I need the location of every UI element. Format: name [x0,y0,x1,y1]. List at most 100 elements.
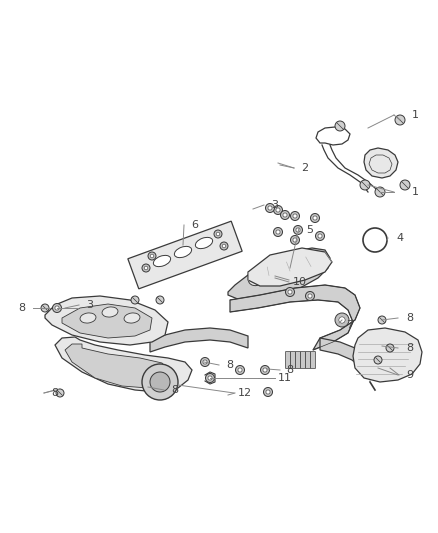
Circle shape [131,296,139,304]
Text: 8: 8 [51,388,59,398]
Text: 8: 8 [406,313,413,323]
Circle shape [375,187,385,197]
Polygon shape [230,285,360,350]
Text: 11: 11 [278,373,292,383]
Ellipse shape [174,246,192,257]
Text: 12: 12 [238,388,252,398]
Circle shape [308,294,312,298]
Circle shape [273,228,283,237]
Circle shape [293,238,297,242]
Circle shape [400,180,410,190]
Ellipse shape [102,307,118,317]
Ellipse shape [153,255,171,266]
Circle shape [386,344,394,352]
Circle shape [268,206,272,210]
Circle shape [280,211,290,220]
Text: 10: 10 [293,277,307,287]
Circle shape [339,317,345,323]
Text: 8: 8 [406,343,413,353]
Circle shape [142,264,150,272]
Polygon shape [62,304,152,338]
Circle shape [276,208,280,212]
FancyBboxPatch shape [305,351,311,368]
Circle shape [56,389,64,397]
Polygon shape [353,328,422,382]
Circle shape [305,292,314,301]
Text: 4: 4 [396,233,403,243]
Circle shape [148,252,156,260]
Circle shape [395,115,405,125]
Text: 1: 1 [411,187,418,197]
Circle shape [156,296,164,304]
Circle shape [214,230,222,238]
Ellipse shape [248,270,268,286]
Circle shape [290,212,300,221]
Ellipse shape [271,261,290,276]
Text: 8: 8 [286,365,293,375]
Circle shape [311,214,319,222]
FancyBboxPatch shape [290,351,296,368]
Polygon shape [65,344,170,388]
Circle shape [318,234,322,238]
Text: 7: 7 [346,320,353,330]
Polygon shape [128,221,242,289]
Circle shape [263,368,267,372]
Ellipse shape [293,251,311,265]
Text: 1: 1 [411,110,418,120]
Circle shape [150,372,170,392]
Circle shape [208,376,212,380]
Polygon shape [248,248,332,286]
Text: 5: 5 [307,225,314,235]
Text: 9: 9 [406,370,413,380]
Circle shape [41,304,49,312]
Text: 3: 3 [272,200,279,210]
Circle shape [150,254,154,258]
Circle shape [315,231,325,240]
Circle shape [283,213,287,217]
Circle shape [296,228,300,232]
Circle shape [205,374,215,383]
Text: 6: 6 [191,220,198,230]
Circle shape [261,366,269,375]
Circle shape [374,356,382,364]
Circle shape [236,366,244,375]
Text: 8: 8 [18,303,25,313]
Circle shape [222,244,226,248]
Ellipse shape [195,237,212,248]
Polygon shape [228,248,330,300]
FancyBboxPatch shape [286,351,290,368]
Circle shape [142,364,178,400]
Circle shape [335,121,345,131]
FancyBboxPatch shape [311,351,315,368]
Circle shape [335,313,349,327]
Text: 8: 8 [226,360,233,370]
Circle shape [201,358,209,367]
Circle shape [216,232,220,236]
Polygon shape [320,338,375,380]
Circle shape [288,290,292,294]
Text: 2: 2 [301,163,308,173]
Polygon shape [150,328,248,352]
Polygon shape [55,337,192,392]
Text: 8: 8 [171,385,179,395]
Circle shape [53,303,61,312]
Circle shape [313,216,317,220]
Circle shape [273,206,283,214]
Ellipse shape [80,313,96,323]
Ellipse shape [124,313,140,323]
Circle shape [264,387,272,397]
Circle shape [276,230,280,234]
Circle shape [265,204,275,213]
Polygon shape [45,296,168,345]
Circle shape [238,368,242,372]
Circle shape [266,390,270,394]
Circle shape [378,316,386,324]
Circle shape [293,225,303,235]
Polygon shape [364,148,398,178]
Circle shape [144,266,148,270]
Circle shape [293,214,297,218]
Circle shape [360,180,370,190]
Circle shape [290,236,300,245]
Text: 3: 3 [86,300,93,310]
Circle shape [55,306,59,310]
